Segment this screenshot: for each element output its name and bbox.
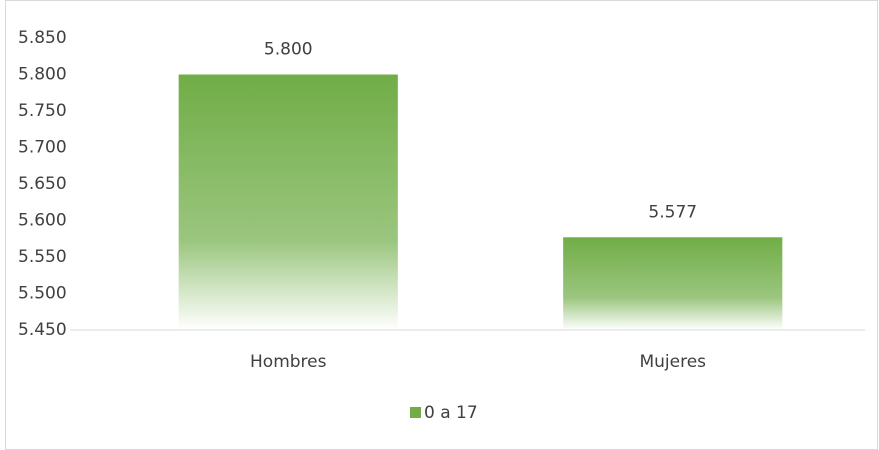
data-label: 5.800 <box>264 40 313 60</box>
legend-label: 0 a 17 <box>424 403 478 423</box>
y-tick-label: 5.700 <box>18 138 67 158</box>
legend-swatch <box>410 407 421 418</box>
y-tick-label: 5.500 <box>18 284 67 304</box>
x-tick-label: Hombres <box>250 352 327 372</box>
y-tick-label: 5.450 <box>18 320 67 340</box>
y-tick-label: 5.650 <box>18 174 67 194</box>
y-tick-label: 5.850 <box>18 28 67 48</box>
chart-border <box>5 0 878 450</box>
x-tick-label: Mujeres <box>639 352 706 372</box>
y-tick-label: 5.550 <box>18 247 67 267</box>
y-tick-label: 5.800 <box>18 65 67 85</box>
y-tick-label: 5.750 <box>18 101 67 121</box>
y-tick-label: 5.600 <box>18 211 67 231</box>
bar <box>178 74 398 330</box>
bar <box>563 237 783 330</box>
data-label: 5.577 <box>648 202 697 222</box>
